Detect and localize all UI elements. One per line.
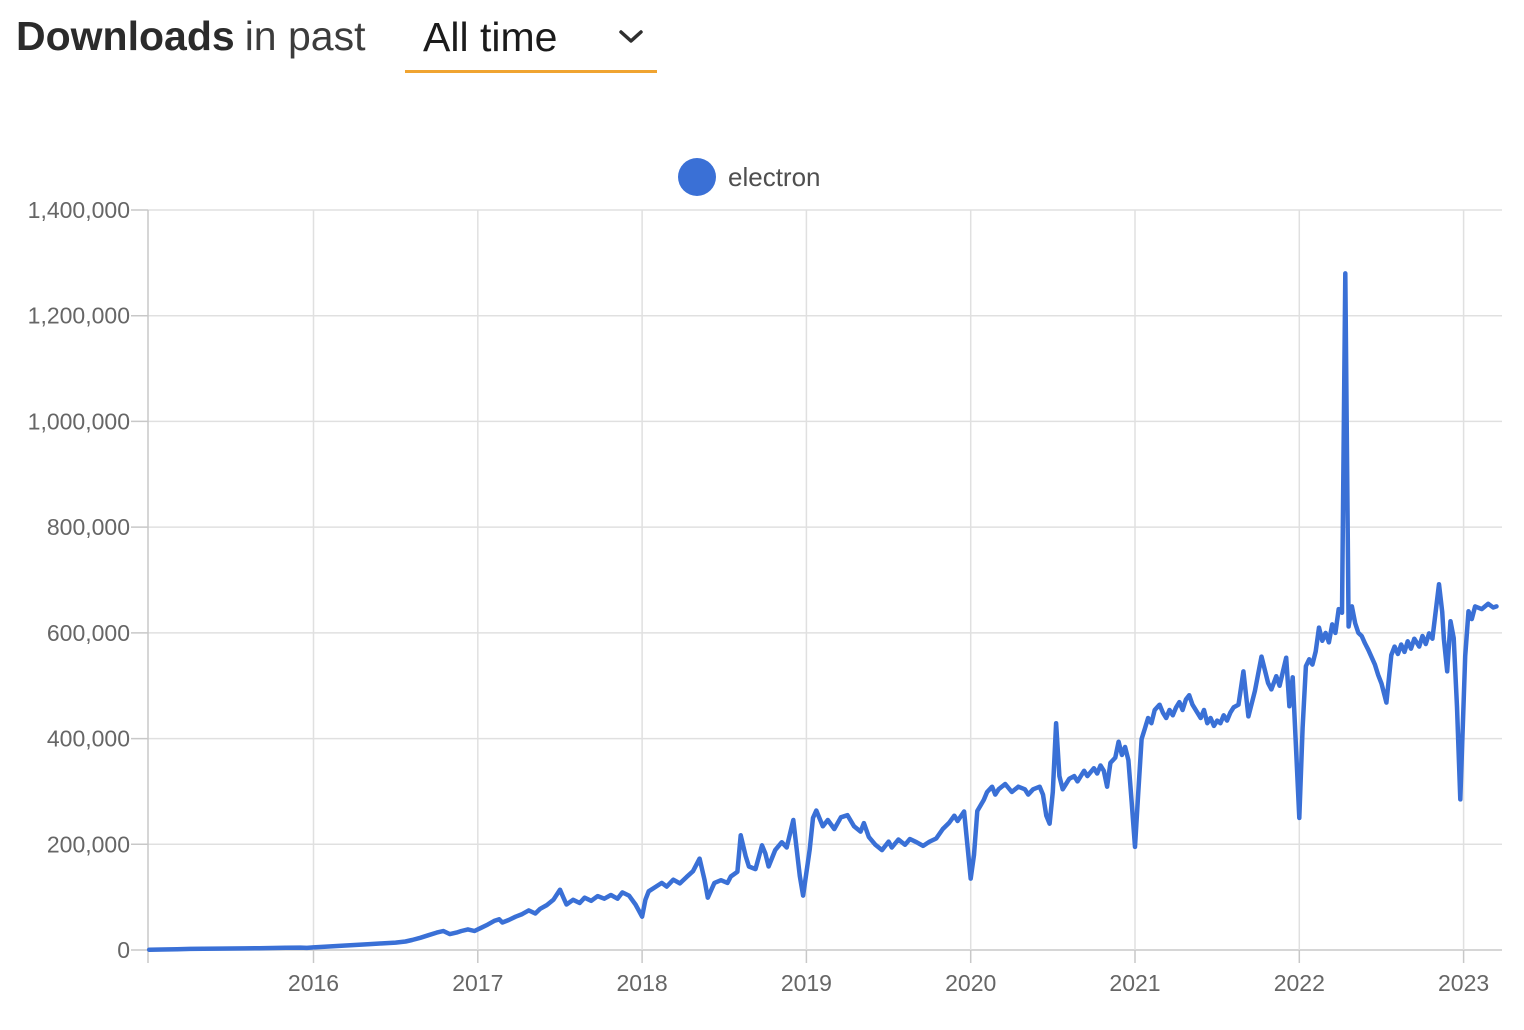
y-tick-label: 1,400,000 — [28, 197, 130, 223]
x-tick-label: 2017 — [452, 970, 503, 996]
series-line-electron[interactable] — [146, 271, 1499, 952]
legend-label: electron — [728, 162, 821, 192]
y-tick-label: 0 — [117, 937, 130, 963]
x-tick-label: 2022 — [1274, 970, 1325, 996]
x-tick-label: 2019 — [781, 970, 832, 996]
y-tick-label: 200,000 — [47, 831, 130, 857]
y-tick-label: 800,000 — [47, 514, 130, 540]
page-header: Downloads in past — [16, 10, 366, 66]
page-title: Downloads — [16, 13, 235, 59]
time-range-value: All time — [423, 13, 558, 60]
y-tick-label: 400,000 — [47, 726, 130, 752]
x-tick-label: 2021 — [1109, 970, 1160, 996]
x-tick-label: 2018 — [617, 970, 668, 996]
y-tick-label: 600,000 — [47, 620, 130, 646]
x-tick-label: 2016 — [288, 970, 339, 996]
y-tick-label: 1,000,000 — [28, 408, 130, 434]
time-range-dropdown[interactable]: All time — [405, 4, 657, 73]
legend-dot — [678, 158, 716, 196]
page-title-suffix: in past — [244, 13, 366, 59]
x-tick-label: 2020 — [945, 970, 996, 996]
chart-legend[interactable]: electron — [678, 158, 821, 196]
x-tick-label: 2023 — [1438, 970, 1489, 996]
y-tick-label: 1,200,000 — [28, 303, 130, 329]
chevron-down-icon — [619, 30, 643, 43]
